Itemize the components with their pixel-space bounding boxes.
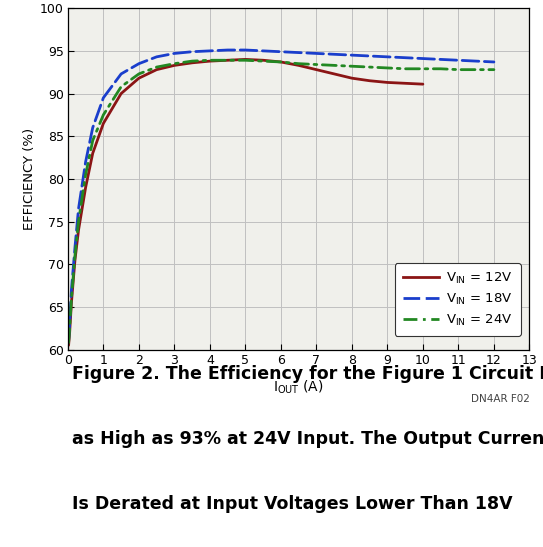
- Text: $\mathregular{I_{OUT}}$ (A): $\mathregular{I_{OUT}}$ (A): [273, 379, 324, 396]
- Legend: V$_\mathregular{IN}$ = 12V, V$_\mathregular{IN}$ = 18V, V$_\mathregular{IN}$ = 2: V$_\mathregular{IN}$ = 12V, V$_\mathregu…: [395, 263, 521, 336]
- Text: Figure 2. The Efficiency for the Figure 1 Circuit Is: Figure 2. The Efficiency for the Figure …: [73, 365, 543, 383]
- Y-axis label: EFFICIENCY (%): EFFICIENCY (%): [23, 128, 36, 230]
- Text: Is Derated at Input Voltages Lower Than 18V: Is Derated at Input Voltages Lower Than …: [73, 496, 513, 514]
- Text: DN4AR F02: DN4AR F02: [471, 394, 529, 404]
- Text: as High as 93% at 24V Input. The Output Current: as High as 93% at 24V Input. The Output …: [73, 430, 543, 448]
